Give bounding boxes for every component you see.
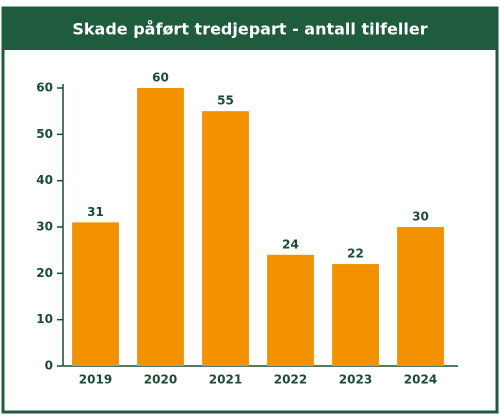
bar [137,88,184,366]
x-tick-label: 2023 [339,373,372,387]
value-label: 55 [217,94,234,108]
value-label: 60 [152,71,169,85]
x-tick-label: 2021 [209,373,242,387]
bar [202,111,249,367]
value-label: 22 [347,247,364,261]
x-tick-label: 2022 [274,373,307,387]
bar [267,254,314,366]
y-tick-label: 10 [36,312,53,326]
x-tick-label: 2024 [404,373,437,387]
value-label: 31 [87,205,104,219]
y-tick-label: 50 [36,127,53,141]
y-tick-label: 40 [36,173,53,187]
x-tick-label: 2019 [79,373,112,387]
y-tick-label: 0 [45,359,53,373]
value-label: 30 [412,210,429,224]
bar [397,227,444,366]
value-label: 24 [282,237,299,251]
x-tick-label: 2020 [144,373,177,387]
title-bar [3,8,497,50]
chart-title: Skade påført tredjepart - antall tilfell… [72,20,427,39]
y-tick-label: 60 [36,81,53,95]
bar [72,222,119,366]
y-tick-label: 20 [36,266,53,280]
bar [332,264,379,366]
y-tick-label: 30 [36,220,53,234]
